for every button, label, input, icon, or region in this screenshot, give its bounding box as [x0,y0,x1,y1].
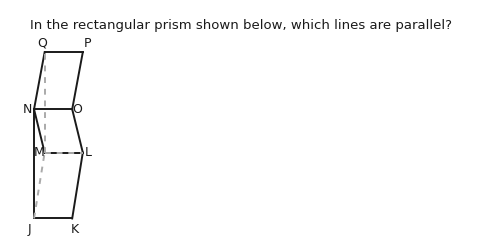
Text: N: N [23,103,32,116]
Text: P: P [84,37,91,50]
Text: J: J [27,223,31,236]
Text: In the rectangular prism shown below, which lines are parallel?: In the rectangular prism shown below, wh… [30,19,452,32]
Text: Q: Q [38,37,47,50]
Text: O: O [72,103,82,116]
Text: L: L [85,146,92,159]
Text: M: M [33,146,44,159]
Text: K: K [70,223,79,236]
